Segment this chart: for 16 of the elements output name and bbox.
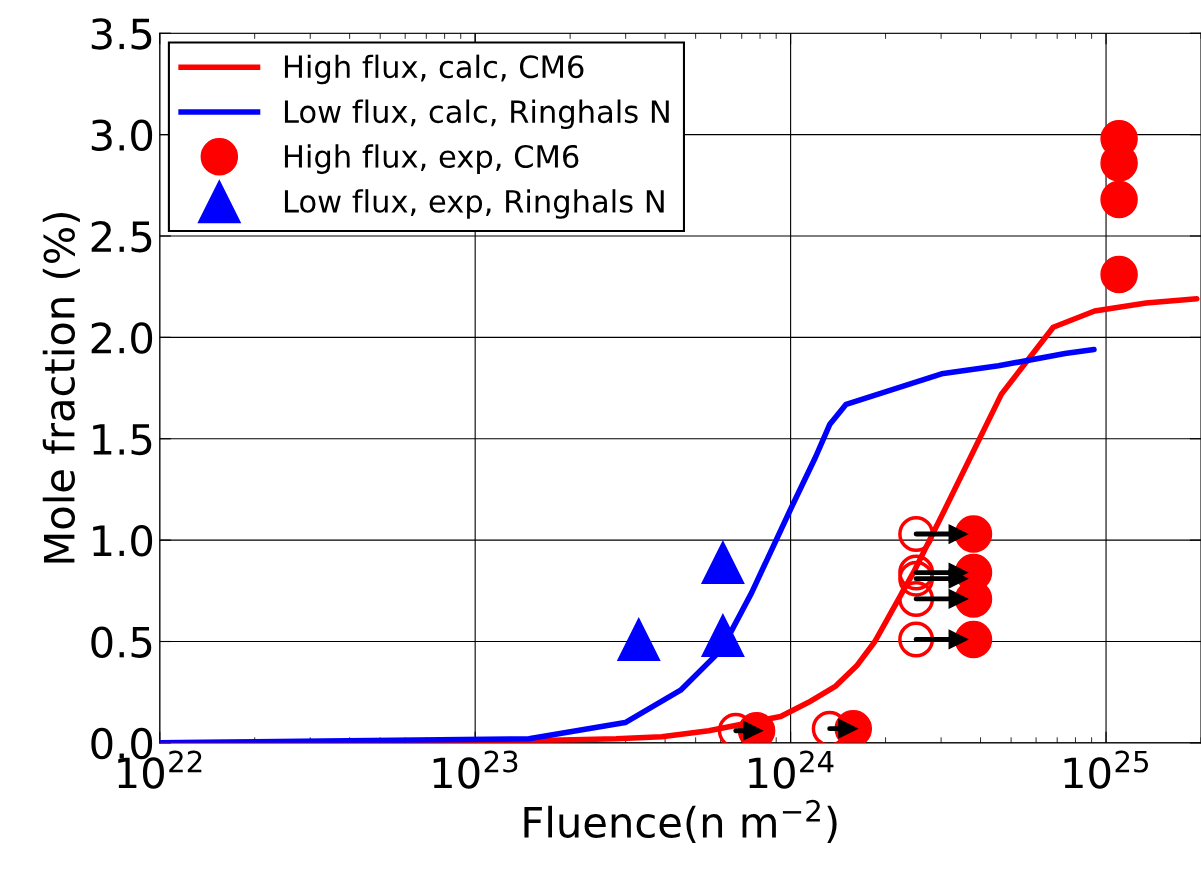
- legend-label: High flux, exp, CM6: [284, 144, 579, 174]
- x-tick-label: 10$^{23}$: [433, 750, 518, 789]
- x-tick-label: 10$^{24}$: [749, 750, 834, 789]
- legend-label: Low flux, exp, Ringhals N: [284, 189, 664, 219]
- y-tick-label: 1.5: [93, 424, 152, 456]
- x-axis-title: Fluence(n m$^{−2}$): [524, 799, 837, 843]
- y-tick-label: 0.5: [91, 626, 152, 658]
- x-tick-label: 10$^{25}$: [1064, 750, 1148, 789]
- y-axis-title: Mole fraction (%): [42, 212, 80, 563]
- legend-label: High flux, calc, CM6: [284, 54, 584, 85]
- y-tick-label: 2.5: [91, 220, 152, 253]
- y-tick-label: 1.0: [93, 525, 153, 557]
- y-tick-label: 3.0: [91, 119, 153, 152]
- y-tick-label: 3.5: [91, 18, 152, 50]
- legend-label: Low flux, calc, Ringhals N: [284, 99, 669, 130]
- y-tick-label: 2.0: [91, 322, 153, 354]
